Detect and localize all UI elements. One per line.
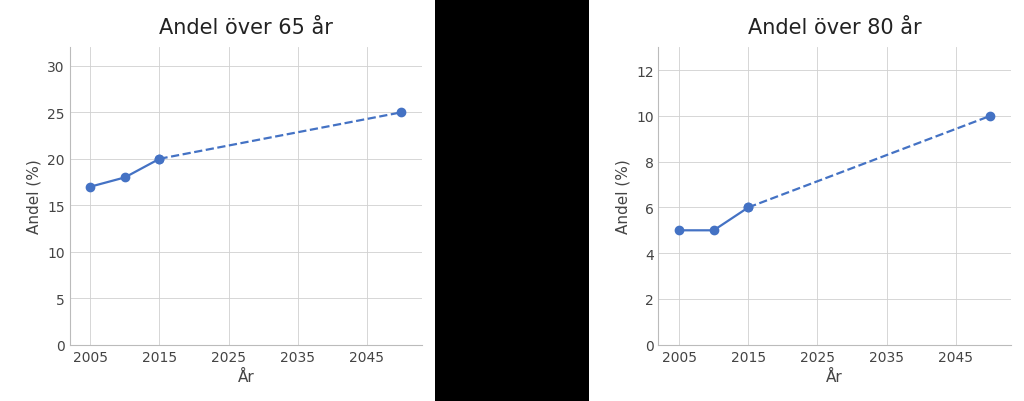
Title: Andel över 65 år: Andel över 65 år [159,18,333,38]
Y-axis label: Andel (%): Andel (%) [615,159,631,234]
X-axis label: År: År [238,369,254,384]
X-axis label: År: År [826,369,843,384]
Title: Andel över 80 år: Andel över 80 år [748,18,922,38]
Y-axis label: Andel (%): Andel (%) [27,159,42,234]
